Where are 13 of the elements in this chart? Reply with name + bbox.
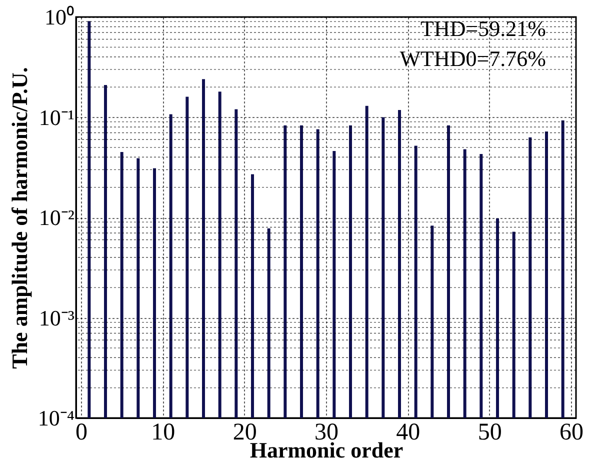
x-tick-label: 0 xyxy=(76,420,88,446)
y-tick-label: 10⁰ xyxy=(44,4,74,30)
x-tick-label: 50 xyxy=(478,420,502,446)
y-axis-title: The amplitude of harmonic/P.U. xyxy=(6,67,32,369)
y-tick-label: 10⁻⁴ xyxy=(38,406,75,430)
y-tick-label: 10⁻¹ xyxy=(38,104,74,130)
y-tick-label: 10⁻² xyxy=(38,205,75,230)
x-tick-label: 60 xyxy=(560,420,584,446)
x-tick-label: 10 xyxy=(151,420,176,446)
annotation: THD=59.21% xyxy=(420,16,546,41)
annotation: WTHD0=7.76% xyxy=(400,46,546,71)
y-tick-label: 10⁻³ xyxy=(38,305,75,330)
x-tick-label: 40 xyxy=(396,420,420,446)
